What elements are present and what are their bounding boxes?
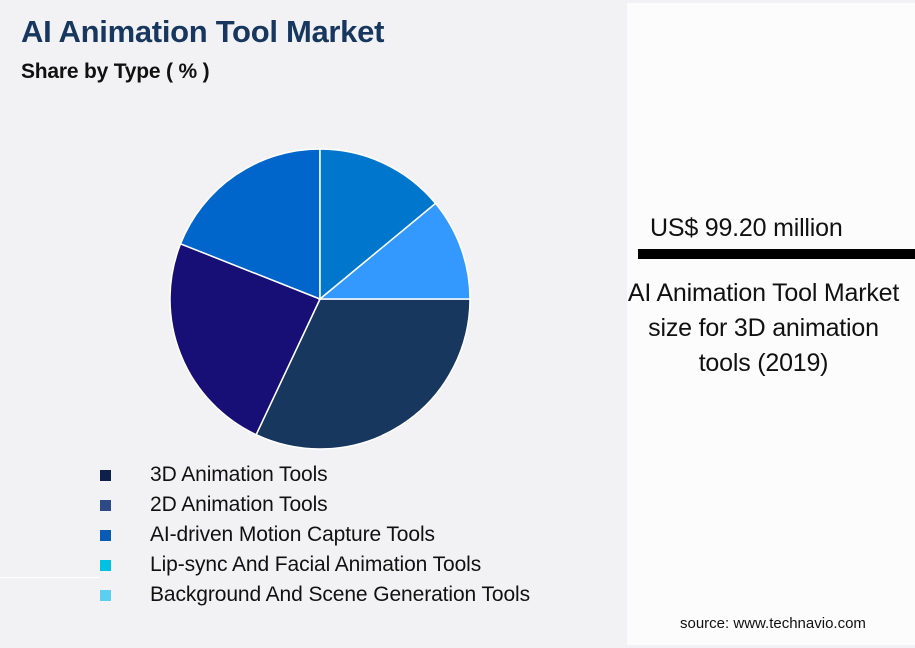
kpi-divider	[638, 249, 915, 259]
legend-item: Background And Scene Generation Tools	[100, 580, 530, 610]
pie-slice	[317, 202, 471, 300]
divider	[0, 577, 100, 578]
legend-item: 2D Animation Tools	[100, 490, 530, 520]
legend-label: Background And Scene Generation Tools	[150, 583, 531, 606]
legend-label: 3D Animation Tools	[150, 463, 328, 486]
pie-slice	[319, 148, 437, 301]
legend-item: AI-driven Motion Capture Tools	[100, 520, 530, 550]
pie-slice	[179, 148, 321, 301]
legend-swatch-icon	[100, 559, 111, 571]
legend-swatch-icon	[100, 529, 111, 541]
source-text: source: www.technavio.com	[680, 615, 866, 632]
pie-chart	[169, 148, 471, 450]
legend-swatch-icon	[100, 499, 111, 511]
kpi-value: US$ 99.20 million	[650, 214, 843, 242]
legend-item: 3D Animation Tools	[100, 460, 530, 490]
legend-label: AI-driven Motion Capture Tools	[150, 523, 435, 546]
legend-item: Lip-sync And Facial Animation Tools	[100, 550, 530, 580]
chart-title: AI Animation Tool Market	[21, 14, 385, 49]
legend-swatch-icon	[100, 589, 111, 601]
kpi-panel	[627, 3, 915, 645]
pie-slice	[169, 242, 322, 436]
legend-label: Lip-sync And Facial Animation Tools	[150, 553, 482, 576]
legend-label: 2D Animation Tools	[150, 493, 328, 516]
kpi-description: AI Animation Tool Market size for 3D ani…	[627, 279, 900, 377]
chart-subtitle: Share by Type ( % )	[21, 60, 210, 83]
legend: 3D Animation Tools 2D Animation Tools AI…	[100, 460, 530, 610]
pie-slice	[255, 298, 471, 450]
legend-swatch-icon	[100, 469, 111, 481]
